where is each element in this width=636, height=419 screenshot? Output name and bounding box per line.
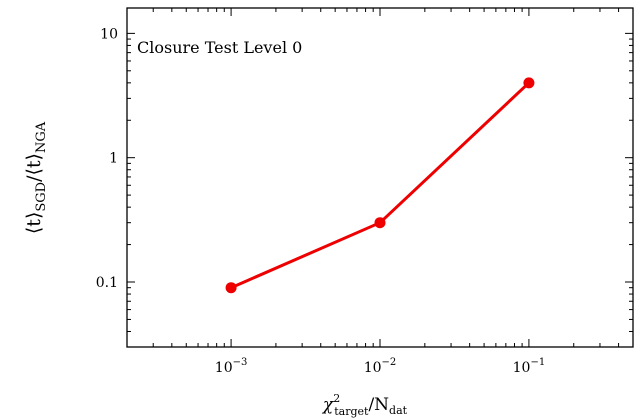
annotation-text: Closure Test Level 0 [137, 38, 302, 57]
data-point [225, 282, 237, 294]
x-tick-label: 10−2 [364, 357, 397, 376]
data-point [523, 77, 535, 89]
tick-labels: 10−3 10−2 10−1 0.1 1 10 [96, 26, 545, 376]
y-tick-label: 10 [100, 26, 118, 42]
x-axis-label: χ2 target/Ndat [322, 392, 408, 418]
plot-frame [126, 7, 634, 348]
y-tick-label: 0.1 [96, 275, 118, 291]
axis-ticks [126, 8, 634, 348]
data-point [374, 217, 386, 229]
y-axis-label: ⟨t⟩SGD/⟨t⟩NGA [23, 121, 49, 234]
y-tick-label: 1 [109, 151, 118, 167]
series-layer [225, 77, 535, 294]
x-tick-label: 10−3 [215, 357, 248, 376]
series-line [230, 81, 530, 290]
x-tick-label: 10−1 [513, 357, 546, 376]
